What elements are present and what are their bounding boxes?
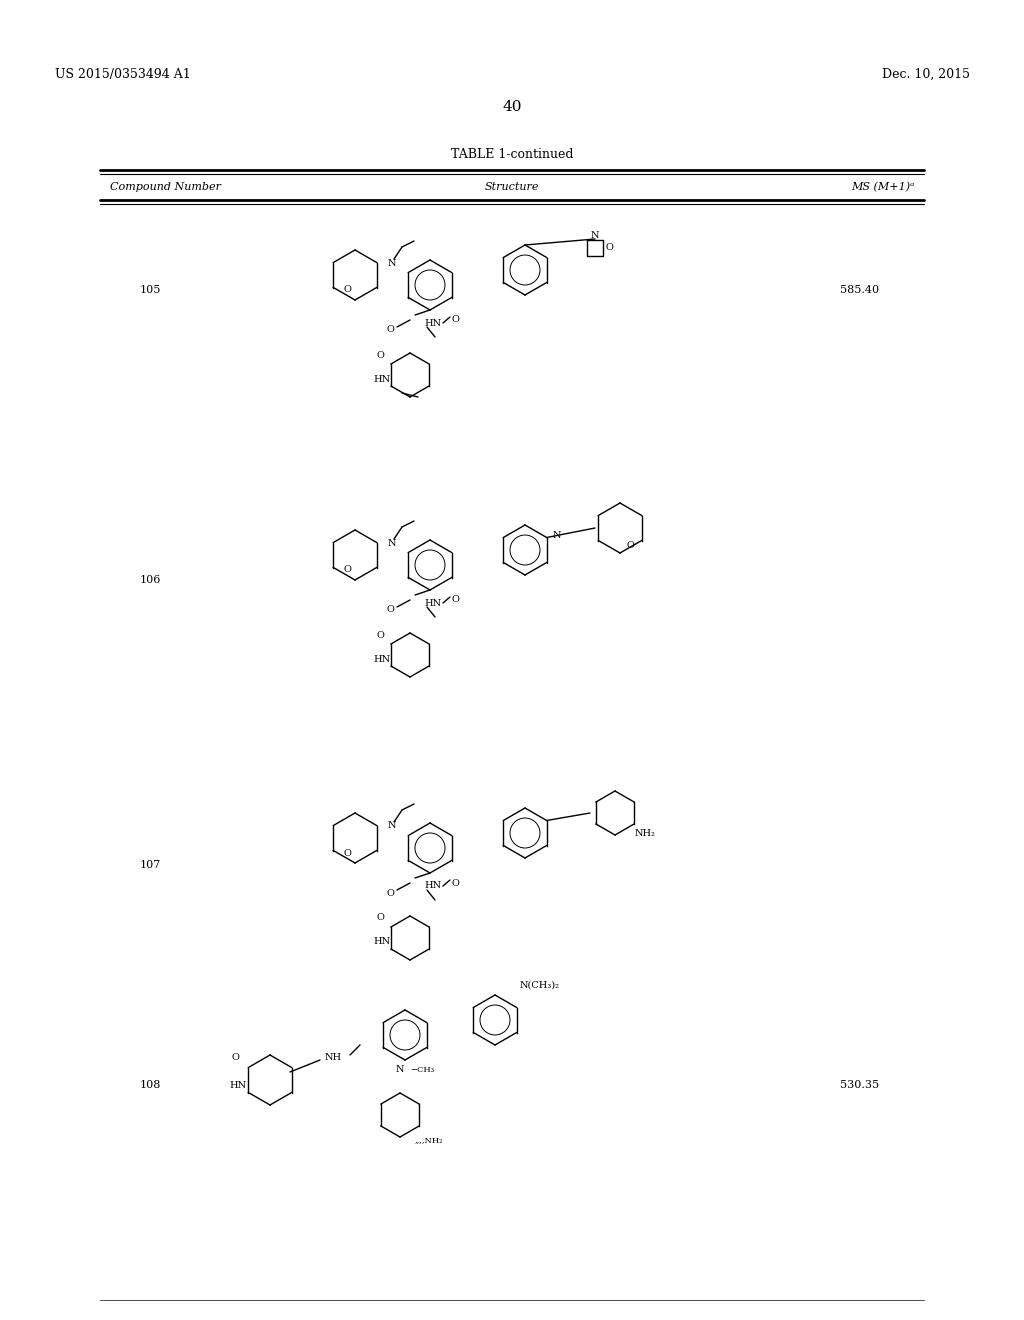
Text: N: N xyxy=(388,539,396,548)
Text: HN: HN xyxy=(424,318,441,327)
Text: HN: HN xyxy=(424,882,441,891)
Text: N: N xyxy=(388,821,396,830)
Text: 105: 105 xyxy=(139,285,161,294)
Text: O: O xyxy=(343,285,351,294)
Text: O: O xyxy=(376,351,384,359)
Text: N: N xyxy=(591,231,599,239)
Text: HN: HN xyxy=(374,655,390,664)
Text: HN: HN xyxy=(374,937,390,946)
Text: −CH₃: −CH₃ xyxy=(410,1067,434,1074)
Text: O: O xyxy=(606,243,613,252)
Text: 530.35: 530.35 xyxy=(841,1080,880,1090)
Text: O: O xyxy=(343,565,351,574)
Text: O: O xyxy=(451,315,459,325)
Text: 40: 40 xyxy=(502,100,522,114)
Text: 107: 107 xyxy=(139,861,161,870)
Text: TABLE 1-continued: TABLE 1-continued xyxy=(451,148,573,161)
Text: O: O xyxy=(451,879,459,887)
Text: N: N xyxy=(388,259,396,268)
Text: N: N xyxy=(395,1065,404,1074)
Text: N: N xyxy=(553,531,561,540)
Text: Compound Number: Compound Number xyxy=(110,182,221,191)
Text: O: O xyxy=(386,606,394,615)
Text: 108: 108 xyxy=(139,1080,161,1090)
Text: N(CH₃)₂: N(CH₃)₂ xyxy=(520,981,560,990)
Text: Dec. 10, 2015: Dec. 10, 2015 xyxy=(882,69,970,81)
Text: HN: HN xyxy=(229,1081,247,1089)
Text: HN: HN xyxy=(374,375,390,384)
Text: Structure: Structure xyxy=(484,182,540,191)
Text: HN: HN xyxy=(424,598,441,607)
Text: ,,,,NH₂: ,,,,NH₂ xyxy=(415,1137,443,1144)
Text: NH: NH xyxy=(325,1053,342,1063)
Text: O: O xyxy=(626,541,634,550)
Text: O: O xyxy=(451,595,459,605)
Text: O: O xyxy=(343,849,351,858)
Text: O: O xyxy=(386,888,394,898)
Text: O: O xyxy=(376,631,384,639)
Text: MS (M+1)ᵃ: MS (M+1)ᵃ xyxy=(851,182,914,193)
Text: O: O xyxy=(376,913,384,923)
Text: US 2015/0353494 A1: US 2015/0353494 A1 xyxy=(55,69,190,81)
Text: NH₂: NH₂ xyxy=(635,829,656,837)
Text: O: O xyxy=(386,326,394,334)
Text: 585.40: 585.40 xyxy=(841,285,880,294)
Text: O: O xyxy=(231,1053,239,1063)
Text: 106: 106 xyxy=(139,576,161,585)
